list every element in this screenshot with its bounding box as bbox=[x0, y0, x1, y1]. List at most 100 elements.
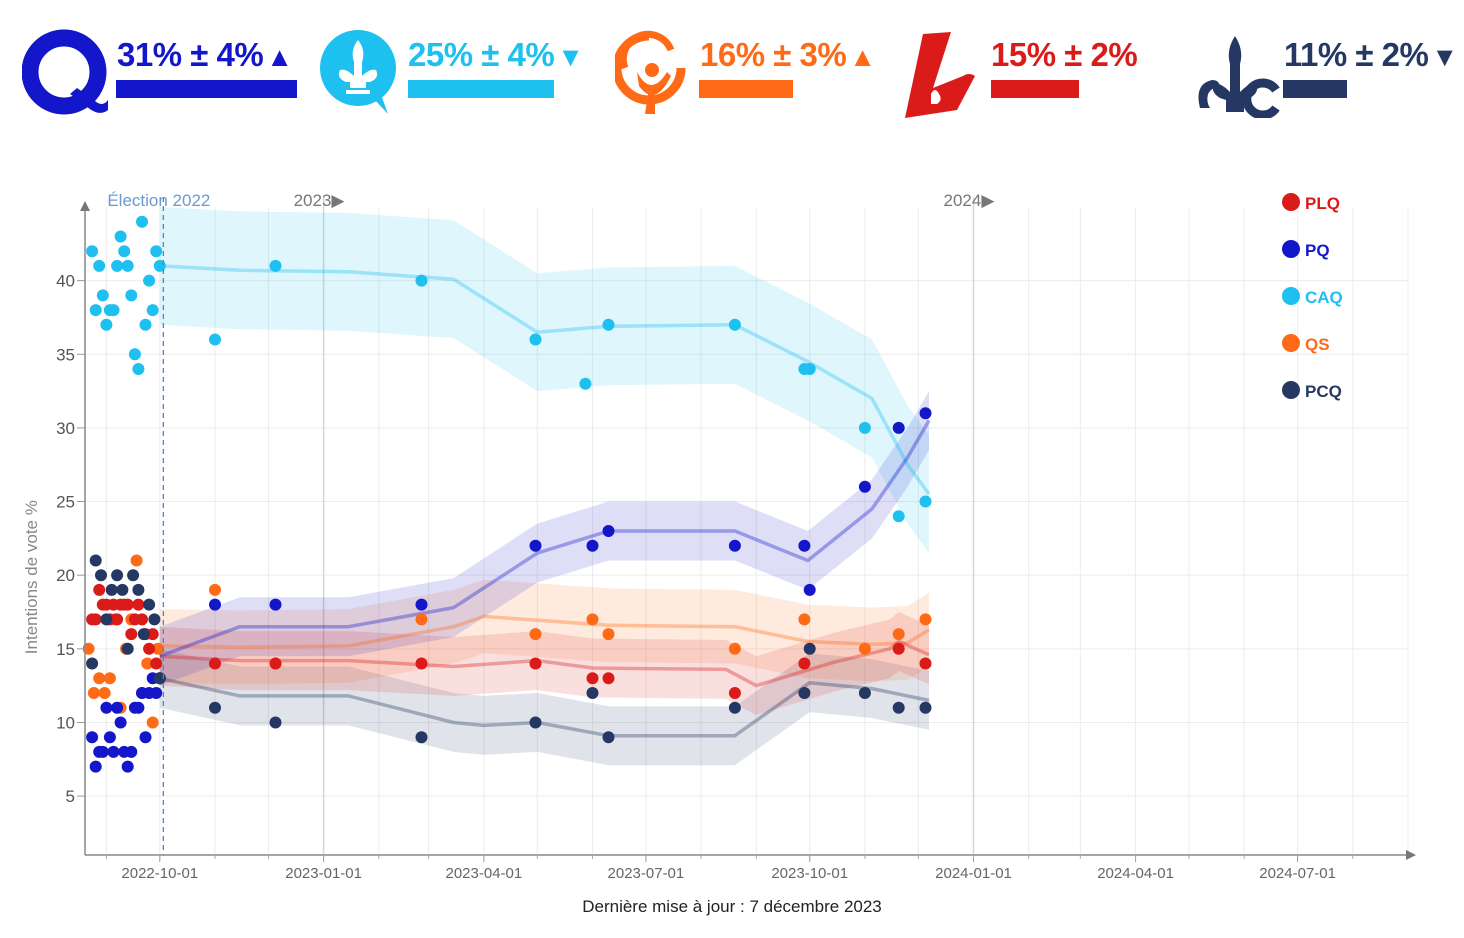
plq-logo-icon bbox=[905, 32, 975, 118]
poll-point-pcq bbox=[858, 687, 871, 699]
poll-point-pq bbox=[269, 598, 282, 611]
legend-marker-qs bbox=[1282, 334, 1300, 352]
poll-point-caq bbox=[146, 304, 159, 317]
poll-point-caq bbox=[892, 510, 905, 523]
pcq-bar bbox=[1283, 80, 1347, 98]
poll-point-caq bbox=[269, 259, 282, 272]
x-axis-arrow-icon bbox=[1406, 850, 1416, 860]
trend-down-icon: ▼ bbox=[557, 42, 584, 72]
last-updated: Dernière mise à jour : 7 décembre 2023 bbox=[582, 897, 882, 916]
trend-up-icon: ▲ bbox=[266, 42, 293, 72]
poll-point-plq bbox=[150, 657, 163, 670]
legend-marker-plq bbox=[1282, 193, 1300, 211]
party-summary-plq: 15% ± 2% bbox=[903, 28, 1193, 118]
poll-point-pcq bbox=[132, 583, 145, 596]
caq-logo-icon bbox=[320, 30, 396, 114]
poll-point-pcq bbox=[95, 569, 107, 582]
legend-label-qs: QS bbox=[1305, 335, 1330, 354]
poll-point-plq bbox=[146, 628, 159, 641]
poll-point-pq bbox=[96, 745, 109, 758]
poll-point-pq bbox=[111, 701, 124, 714]
poll-point-pq bbox=[107, 745, 120, 758]
poll-point-pcq bbox=[529, 716, 542, 729]
poll-point-pcq bbox=[89, 554, 102, 567]
poll-point-qs bbox=[415, 613, 428, 626]
poll-point-plq bbox=[602, 672, 615, 685]
y-tick-label: 20 bbox=[56, 566, 75, 585]
year-label: 2023▶ bbox=[294, 191, 346, 210]
poll-point-qs bbox=[529, 628, 542, 641]
poll-point-caq bbox=[143, 274, 156, 287]
caq-bar bbox=[408, 80, 554, 98]
poll-point-caq bbox=[579, 377, 592, 390]
poll-point-qs bbox=[87, 687, 100, 699]
poll-point-caq bbox=[114, 230, 127, 243]
poll-point-qs bbox=[728, 642, 741, 655]
trend-qs bbox=[159, 614, 930, 650]
plq-bar bbox=[991, 80, 1079, 98]
poll-point-caq bbox=[96, 289, 109, 302]
poll-point-qs bbox=[146, 716, 159, 729]
x-tick-label: 2024-04-01 bbox=[1097, 865, 1174, 882]
poll-point-pq bbox=[100, 701, 113, 714]
x-tick-label: 2024-01-01 bbox=[935, 865, 1012, 882]
legend-label-pcq: PCQ bbox=[1305, 382, 1342, 401]
poll-point-plq bbox=[892, 642, 905, 655]
party-summary-qs: 16% ± 3% ▲ bbox=[615, 28, 905, 118]
poll-point-qs bbox=[586, 613, 599, 626]
poll-point-plq bbox=[798, 657, 811, 670]
y-tick-label: 25 bbox=[56, 493, 75, 512]
x-tick-label: 2024-07-01 bbox=[1259, 865, 1336, 882]
party-summary-pcq: 11% ± 2% ▼ bbox=[1190, 28, 1462, 118]
election-label: Élection 2022 bbox=[107, 191, 210, 210]
y-tick-label: 10 bbox=[56, 713, 75, 732]
poll-point-pq bbox=[150, 687, 163, 699]
legend-marker-pcq bbox=[1282, 381, 1300, 399]
poll-point-pq bbox=[89, 760, 102, 773]
y-tick-label: 15 bbox=[56, 640, 75, 659]
poll-point-pcq bbox=[121, 642, 134, 655]
poll-point-pcq bbox=[415, 731, 428, 744]
party-summary-pq: 31% ± 4% ▲ bbox=[22, 28, 312, 118]
poll-point-pcq bbox=[602, 731, 615, 744]
band-pcq bbox=[159, 648, 930, 766]
poll-point-caq bbox=[107, 304, 120, 317]
poll-point-caq bbox=[89, 304, 102, 317]
poll-point-pq bbox=[529, 539, 542, 552]
poll-point-caq bbox=[93, 259, 106, 272]
poll-point-caq bbox=[728, 318, 741, 331]
poll-point-pq bbox=[121, 760, 134, 773]
poll-point-plq bbox=[209, 657, 221, 670]
poll-point-pq bbox=[209, 598, 221, 611]
legend-label-pq: PQ bbox=[1305, 241, 1330, 260]
legend-marker-caq bbox=[1282, 287, 1300, 305]
poll-point-caq bbox=[125, 289, 138, 302]
x-tick-label: 2023-04-01 bbox=[445, 865, 522, 882]
qs-value: 16% ± 3% ▲ bbox=[700, 36, 876, 73]
pcq-value: 11% ± 2% ▼ bbox=[1284, 36, 1458, 73]
poll-point-plq bbox=[143, 642, 156, 655]
poll-point-qs bbox=[130, 554, 143, 567]
poll-point-plq bbox=[93, 583, 106, 596]
poll-point-pcq bbox=[798, 687, 811, 699]
poll-point-pcq bbox=[153, 672, 166, 685]
poll-point-caq bbox=[153, 259, 166, 272]
poll-point-pq bbox=[139, 731, 152, 744]
poll-point-caq bbox=[803, 363, 816, 375]
poll-point-plq bbox=[89, 613, 102, 626]
poll-point-pq bbox=[103, 731, 116, 744]
pq-value: 31% ± 4% ▲ bbox=[117, 36, 293, 73]
band-qs bbox=[159, 579, 930, 685]
poll-point-qs bbox=[93, 672, 106, 685]
poll-point-pq bbox=[602, 525, 615, 537]
pq-logo-icon bbox=[22, 29, 108, 115]
y-tick-label: 40 bbox=[56, 272, 75, 291]
grid bbox=[85, 197, 1409, 855]
poll-point-plq bbox=[125, 628, 138, 641]
poll-point-caq bbox=[132, 363, 145, 375]
year-label: 2024▶ bbox=[944, 191, 996, 210]
caq-value: 25% ± 4% ▼ bbox=[408, 36, 584, 73]
confidence-bands bbox=[159, 207, 930, 766]
legend: PLQ PQ CAQ QS PCQ bbox=[1282, 193, 1343, 401]
poll-point-caq bbox=[858, 421, 871, 434]
